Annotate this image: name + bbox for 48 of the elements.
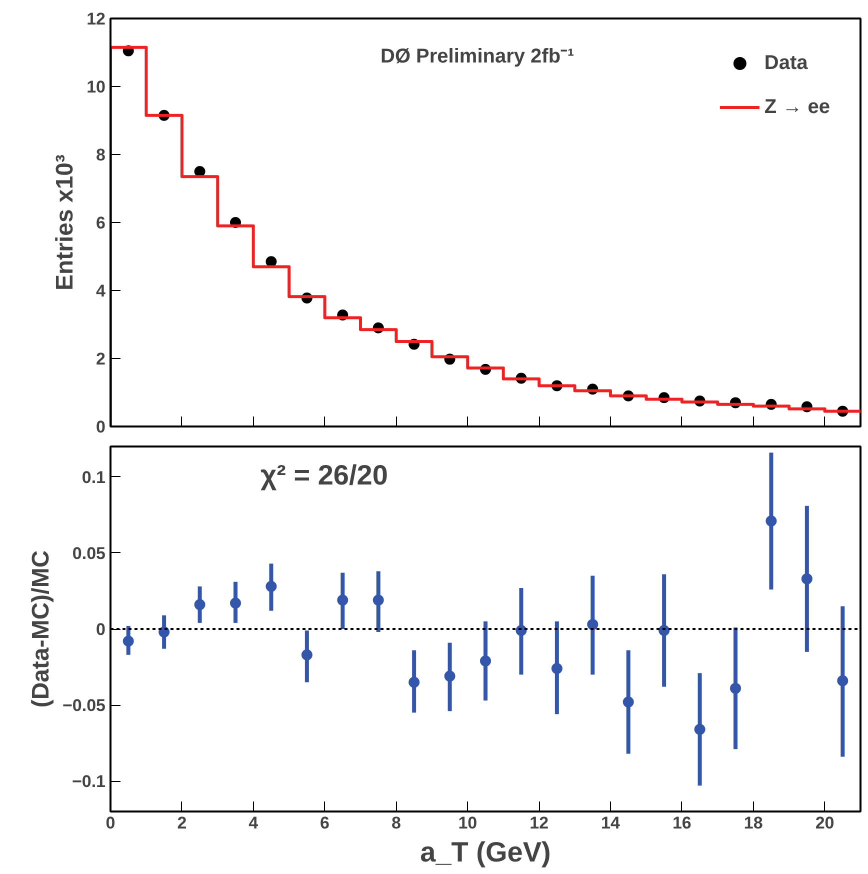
y-tick-label: 0 bbox=[96, 620, 106, 639]
point bbox=[622, 696, 634, 708]
annotation: χ² = 26/20 bbox=[260, 459, 388, 490]
y-tick-label: −0.1 bbox=[72, 772, 106, 792]
x-tick-label: 12 bbox=[530, 814, 549, 832]
y-tick-label: 2 bbox=[96, 350, 106, 368]
y-tick-label: 8 bbox=[96, 146, 106, 164]
point bbox=[337, 594, 348, 606]
point bbox=[730, 682, 741, 694]
y-tick-label: 0.1 bbox=[82, 468, 106, 487]
y-tick-label: −0.05 bbox=[62, 696, 106, 716]
point bbox=[480, 655, 491, 666]
y-tick-label: 10 bbox=[86, 78, 106, 96]
x-tick-label: 8 bbox=[391, 814, 401, 832]
x-tick-label: 4 bbox=[248, 814, 259, 832]
y-tick-label: 12 bbox=[86, 10, 106, 28]
point bbox=[694, 724, 706, 735]
x-tick-label: 2 bbox=[177, 814, 187, 832]
y-tick-label: 0.05 bbox=[72, 544, 106, 563]
y-tick-label: 4 bbox=[96, 282, 106, 300]
point bbox=[122, 636, 134, 647]
y-axis-title: Entries x10³ bbox=[52, 154, 79, 291]
point bbox=[658, 625, 670, 636]
x-tick-label: 20 bbox=[815, 814, 834, 832]
x-tick-label: 14 bbox=[601, 814, 620, 832]
point bbox=[801, 573, 812, 584]
point bbox=[266, 580, 277, 592]
x-tick-label: 18 bbox=[744, 814, 763, 832]
point bbox=[444, 670, 456, 682]
point bbox=[372, 594, 384, 606]
legend-label: Data bbox=[764, 52, 808, 74]
y-tick-label: 0 bbox=[96, 418, 106, 436]
point bbox=[551, 663, 562, 674]
x-tick-label: 16 bbox=[672, 814, 692, 832]
point bbox=[301, 649, 312, 660]
x-axis-title: a_T (GeV) bbox=[420, 836, 551, 868]
point bbox=[194, 599, 206, 610]
y-axis-title: (Data-MC)/MC bbox=[27, 550, 54, 708]
x-tick-label: 10 bbox=[458, 814, 478, 832]
point bbox=[408, 676, 420, 688]
point bbox=[230, 598, 241, 609]
legend-label: Z → ee bbox=[764, 96, 830, 118]
annotation: DØ Preliminary 2fb⁻¹ bbox=[380, 45, 575, 68]
point bbox=[587, 618, 598, 630]
y-tick-label: 6 bbox=[96, 214, 106, 232]
x-tick-label: 6 bbox=[320, 814, 330, 832]
point bbox=[766, 516, 777, 527]
point bbox=[837, 675, 848, 686]
